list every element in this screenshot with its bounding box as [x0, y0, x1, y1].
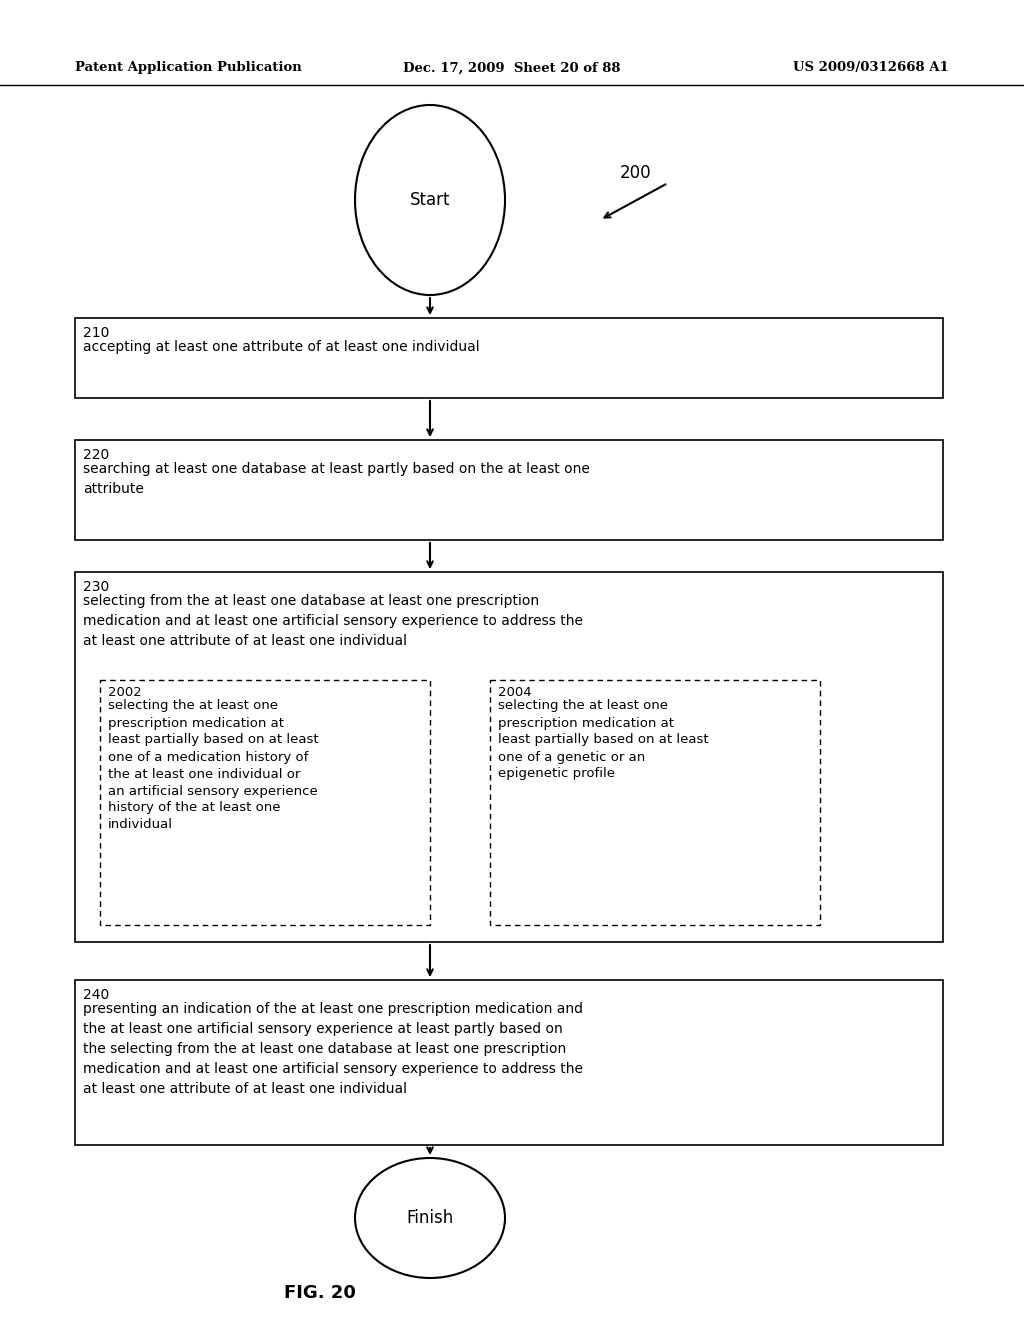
Text: the selecting from the at least one database at least one prescription: the selecting from the at least one data… [83, 1041, 566, 1056]
Text: 2004: 2004 [498, 686, 531, 700]
Text: 210: 210 [83, 326, 110, 341]
Text: US 2009/0312668 A1: US 2009/0312668 A1 [794, 62, 949, 74]
Text: medication and at least one artificial sensory experience to address the: medication and at least one artificial s… [83, 614, 583, 628]
Text: accepting at least one attribute of at least one individual: accepting at least one attribute of at l… [83, 341, 479, 354]
Text: epigenetic profile: epigenetic profile [498, 767, 615, 780]
Text: selecting the at least one: selecting the at least one [108, 700, 278, 713]
Text: one of a medication history of: one of a medication history of [108, 751, 308, 763]
Bar [490, 680, 820, 925]
Text: prescription medication at: prescription medication at [108, 717, 284, 730]
Text: individual: individual [108, 818, 173, 832]
Text: least partially based on at least: least partially based on at least [498, 734, 709, 747]
Bar [75, 979, 943, 1144]
Text: attribute: attribute [83, 482, 144, 496]
Text: Patent Application Publication: Patent Application Publication [75, 62, 302, 74]
Text: medication and at least one artificial sensory experience to address the: medication and at least one artificial s… [83, 1063, 583, 1076]
Text: Start: Start [410, 191, 451, 209]
Text: 230: 230 [83, 579, 110, 594]
Text: selecting from the at least one database at least one prescription: selecting from the at least one database… [83, 594, 539, 609]
Text: the at least one artificial sensory experience at least partly based on: the at least one artificial sensory expe… [83, 1022, 563, 1036]
Text: Dec. 17, 2009  Sheet 20 of 88: Dec. 17, 2009 Sheet 20 of 88 [403, 62, 621, 74]
Text: least partially based on at least: least partially based on at least [108, 734, 318, 747]
Text: prescription medication at: prescription medication at [498, 717, 674, 730]
Text: presenting an indication of the at least one prescription medication and: presenting an indication of the at least… [83, 1002, 583, 1016]
Text: 2002: 2002 [108, 686, 141, 700]
Text: 240: 240 [83, 987, 110, 1002]
Text: at least one attribute of at least one individual: at least one attribute of at least one i… [83, 634, 407, 648]
Text: selecting the at least one: selecting the at least one [498, 700, 668, 713]
Text: one of a genetic or an: one of a genetic or an [498, 751, 645, 763]
Bar [75, 572, 943, 942]
Text: FIG. 20: FIG. 20 [284, 1284, 356, 1302]
Text: 220: 220 [83, 447, 110, 462]
Text: an artificial sensory experience: an artificial sensory experience [108, 784, 317, 797]
Bar [100, 680, 430, 925]
Text: 200: 200 [620, 164, 651, 182]
Bar [75, 440, 943, 540]
Text: at least one attribute of at least one individual: at least one attribute of at least one i… [83, 1082, 407, 1096]
Text: history of the at least one: history of the at least one [108, 801, 281, 814]
Text: the at least one individual or: the at least one individual or [108, 767, 300, 780]
Text: searching at least one database at least partly based on the at least one: searching at least one database at least… [83, 462, 590, 477]
Bar [75, 318, 943, 399]
Text: Finish: Finish [407, 1209, 454, 1228]
